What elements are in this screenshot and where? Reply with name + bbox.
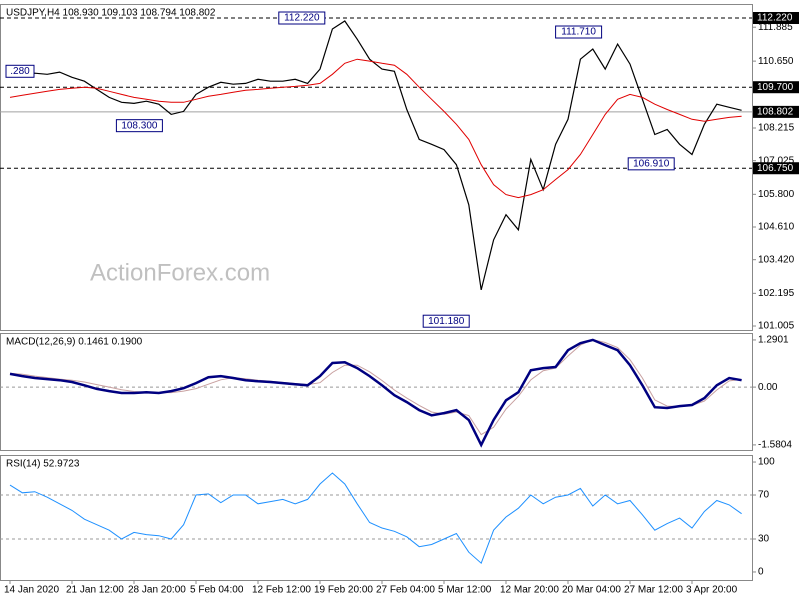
annotation-box: [555, 25, 603, 39]
y-tick-label: 0.00: [758, 382, 778, 393]
annotation-box: [278, 11, 326, 25]
annotation-label: 108.300: [121, 120, 158, 131]
x-tick-label: 20 Mar 04:00: [562, 585, 621, 596]
y-tick-label: 110.650: [758, 56, 794, 67]
watermark: ActionForex.com: [90, 259, 270, 286]
x-tick-label: 5 Mar 12:00: [438, 585, 492, 596]
x-tick-label: 27 Mar 12:00: [624, 585, 683, 596]
panel-title: USDJPY,H4 108.930 109.103 108.794 108.80…: [6, 8, 216, 19]
level-tag: [753, 81, 799, 94]
y-tick-label: 105.800: [758, 189, 795, 200]
y-tick-label: 70: [758, 490, 770, 501]
x-tick-label: 5 Feb 04:00: [190, 585, 244, 596]
annotation-label: 112.220: [284, 13, 320, 24]
x-tick-label: 3 Apr 20:00: [686, 585, 738, 596]
y-tick-label: 107.025: [758, 155, 795, 166]
level-tag: [753, 162, 799, 175]
panel-title: RSI(14) 52.9723: [6, 459, 80, 470]
level-label: 112.220: [757, 13, 793, 24]
y-tick-label: 102.195: [758, 288, 795, 299]
level-label: 109.700: [757, 82, 794, 93]
annotation-box: [115, 119, 163, 133]
series-line: [9, 58, 742, 199]
y-tick-label: 30: [758, 534, 770, 545]
y-tick-label: 108.215: [758, 123, 795, 134]
panel-frame: [0, 455, 753, 581]
x-tick-label: 12 Mar 20:00: [500, 585, 559, 596]
x-tick-label: 12 Feb 12:00: [252, 585, 311, 596]
annotation-box: [422, 314, 470, 328]
y-tick-label: 1.2901: [758, 335, 789, 346]
x-tick-label: 27 Feb 04:00: [376, 585, 435, 596]
last-price-label: 108.802: [757, 107, 794, 118]
y-tick-label: 104.610: [758, 222, 795, 233]
y-tick-label: 101.005: [758, 321, 795, 332]
y-tick-label: -1.5804: [758, 440, 792, 451]
y-tick-label: 111.885: [758, 22, 793, 33]
x-tick-label: 14 Jan 2020: [4, 585, 59, 596]
panel-title: MACD(12,26,9) 0.1461 0.1900: [6, 337, 143, 348]
y-tick-label: 103.420: [758, 254, 795, 265]
x-tick-label: 19 Feb 20:00: [314, 585, 373, 596]
annotation-box: [627, 157, 675, 171]
annotation-label: .280: [10, 66, 30, 77]
level-tag: [753, 12, 799, 25]
annotation-box: [5, 64, 35, 78]
x-tick-label: 28 Jan 20:00: [128, 585, 186, 596]
level-label: 106.750: [757, 163, 794, 174]
annotation-label: 106.910: [633, 158, 670, 169]
y-tick-label: 100: [758, 457, 775, 468]
x-tick-label: 21 Jan 12:00: [66, 585, 124, 596]
series-line: [9, 339, 742, 436]
series-line: [9, 472, 742, 565]
annotation-label: 111.710: [561, 27, 596, 38]
series-line: [9, 20, 742, 291]
panel-frame: [0, 333, 753, 451]
last-price-tag: [753, 105, 799, 118]
y-tick-label: 0: [758, 567, 764, 578]
series-line: [9, 338, 742, 448]
panel-frame: [0, 4, 753, 331]
annotation-label: 101.180: [428, 316, 465, 327]
